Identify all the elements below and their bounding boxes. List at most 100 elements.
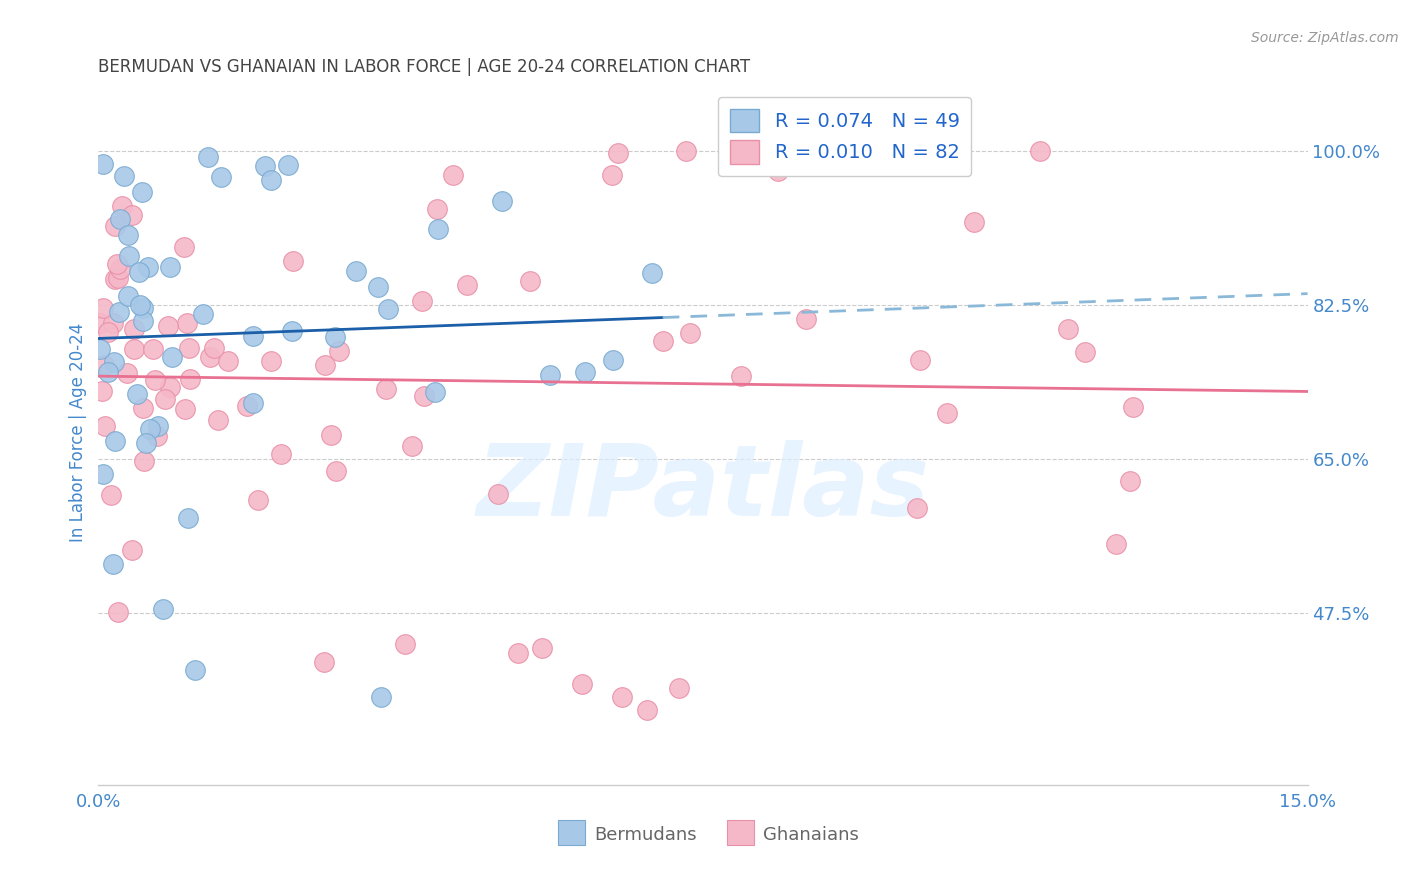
- Point: [132, 313, 155, 327]
- Point: [91, 467, 114, 481]
- Point: [90, 384, 112, 398]
- Point: [730, 369, 752, 384]
- Bar: [727, 821, 754, 845]
- Point: [427, 222, 450, 236]
- Point: [117, 367, 139, 381]
- Point: [260, 172, 283, 186]
- Point: [146, 429, 169, 443]
- Point: [129, 297, 152, 311]
- Point: [281, 324, 304, 338]
- Point: [636, 703, 658, 717]
- Point: [207, 413, 229, 427]
- Point: [678, 326, 700, 340]
- Point: [530, 641, 553, 656]
- Point: [100, 488, 122, 502]
- Point: [242, 395, 264, 409]
- Point: [107, 271, 129, 285]
- Point: [104, 219, 127, 234]
- Text: BERMUDAN VS GHANAIAN IN LABOR FORCE | AGE 20-24 CORRELATION CHART: BERMUDAN VS GHANAIAN IN LABOR FORCE | AG…: [98, 58, 751, 76]
- Point: [254, 159, 277, 173]
- Point: [173, 240, 195, 254]
- Point: [103, 355, 125, 369]
- Point: [174, 402, 197, 417]
- Point: [202, 341, 225, 355]
- Point: [97, 365, 120, 379]
- Legend: R = 0.074   N = 49, R = 0.010   N = 82: R = 0.074 N = 49, R = 0.010 N = 82: [718, 97, 972, 176]
- Point: [143, 374, 166, 388]
- Point: [91, 157, 114, 171]
- Point: [370, 690, 392, 704]
- Point: [135, 436, 157, 450]
- Point: [177, 342, 200, 356]
- Point: [1056, 321, 1078, 335]
- Point: [146, 419, 169, 434]
- Point: [314, 655, 336, 669]
- Point: [108, 262, 131, 277]
- Point: [131, 401, 153, 415]
- Point: [506, 646, 529, 660]
- Text: Bermudans: Bermudans: [595, 826, 697, 844]
- Point: [908, 353, 931, 368]
- Point: [242, 328, 264, 343]
- Point: [138, 422, 160, 436]
- Point: [159, 380, 181, 394]
- Point: [641, 267, 664, 281]
- Point: [89, 343, 111, 357]
- Point: [612, 690, 634, 704]
- Point: [905, 501, 928, 516]
- Point: [323, 330, 346, 344]
- Point: [198, 351, 221, 365]
- Point: [177, 511, 200, 525]
- Point: [117, 228, 139, 243]
- Text: Source: ZipAtlas.com: Source: ZipAtlas.com: [1251, 31, 1399, 45]
- Point: [122, 322, 145, 336]
- Point: [121, 208, 143, 222]
- Point: [325, 464, 347, 478]
- Point: [375, 383, 398, 397]
- Point: [103, 558, 125, 572]
- Point: [794, 311, 817, 326]
- Point: [217, 354, 239, 368]
- Point: [101, 316, 124, 330]
- Point: [136, 260, 159, 274]
- Point: [519, 274, 541, 288]
- Point: [1074, 345, 1097, 359]
- Point: [159, 260, 181, 275]
- Point: [179, 372, 201, 386]
- Point: [91, 301, 114, 315]
- Point: [1119, 474, 1142, 488]
- Point: [132, 301, 155, 315]
- Point: [157, 318, 180, 333]
- Point: [160, 351, 183, 365]
- Point: [152, 601, 174, 615]
- Point: [153, 392, 176, 406]
- Point: [1029, 144, 1052, 158]
- Point: [668, 681, 690, 695]
- Point: [401, 439, 423, 453]
- Point: [456, 277, 478, 292]
- Point: [538, 368, 561, 383]
- Point: [651, 334, 673, 348]
- Text: Ghanaians: Ghanaians: [763, 826, 859, 844]
- Point: [413, 389, 436, 403]
- Point: [104, 434, 127, 449]
- Point: [131, 185, 153, 199]
- Point: [918, 156, 941, 170]
- Point: [97, 326, 120, 340]
- Point: [571, 676, 593, 690]
- Point: [209, 169, 232, 184]
- Point: [606, 146, 628, 161]
- Point: [260, 354, 283, 368]
- Point: [236, 400, 259, 414]
- Point: [491, 194, 513, 208]
- Point: [176, 316, 198, 330]
- Point: [766, 163, 789, 178]
- Point: [121, 543, 143, 558]
- Point: [281, 253, 304, 268]
- Point: [193, 308, 215, 322]
- Point: [94, 418, 117, 433]
- Point: [486, 486, 509, 500]
- Point: [600, 168, 623, 182]
- Point: [411, 293, 433, 308]
- Point: [110, 199, 132, 213]
